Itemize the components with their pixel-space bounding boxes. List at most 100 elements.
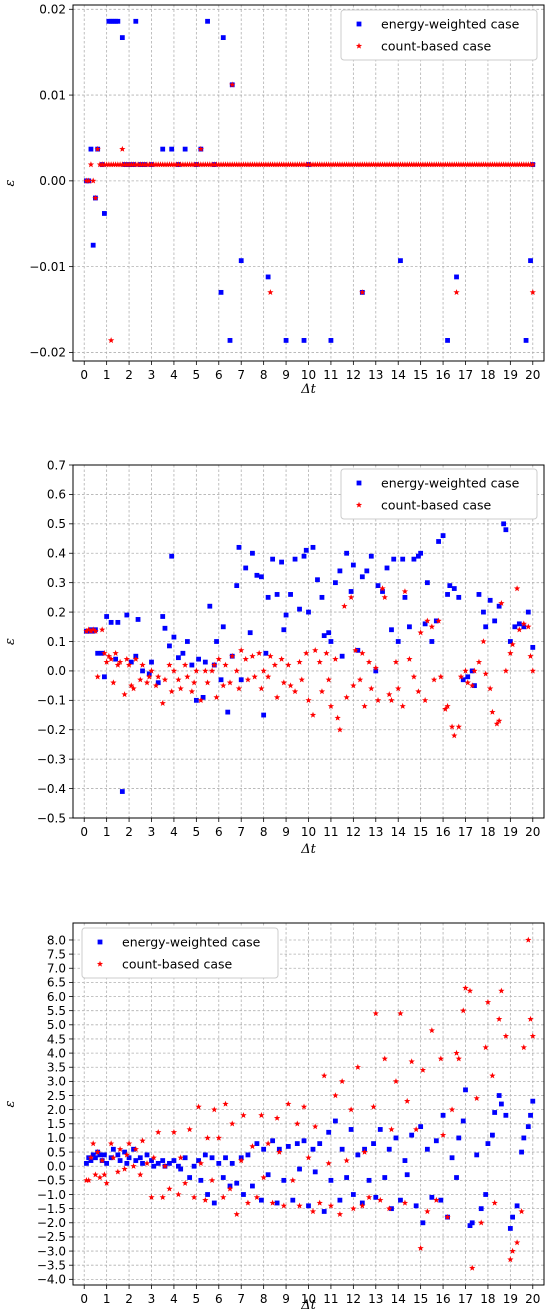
x-tick-label: 8	[260, 1292, 268, 1306]
count-based-point	[105, 652, 113, 659]
energy-weighted-point	[216, 1160, 222, 1166]
energy-weighted-point	[530, 1098, 536, 1104]
energy-weighted-point	[261, 712, 267, 718]
energy-weighted-point	[492, 618, 498, 624]
count-based-point	[157, 161, 164, 168]
count-based-point	[325, 1160, 332, 1167]
energy-weighted-point	[180, 650, 186, 656]
count-based-point	[193, 667, 200, 674]
energy-weighted-point	[418, 1124, 424, 1130]
count-based-point	[125, 661, 133, 668]
energy-weighted-point	[254, 572, 260, 578]
energy-weighted-point	[507, 1226, 513, 1231]
energy-weighted-point	[402, 1158, 408, 1163]
y-tick-label: 7.0	[47, 962, 66, 976]
count-based-point	[85, 177, 92, 184]
count-based-point	[137, 676, 144, 683]
count-based-point	[87, 1154, 95, 1161]
x-tick-label: 16	[435, 368, 450, 382]
count-based-point	[309, 1208, 317, 1215]
energy-weighted-point	[420, 1220, 426, 1226]
energy-weighted-point	[234, 1180, 240, 1186]
count-based-point	[90, 177, 97, 184]
count-based-point	[119, 161, 126, 168]
count-based-point	[244, 676, 252, 683]
y-tick-label: 0.5	[47, 1145, 66, 1159]
count-based-point	[282, 161, 290, 168]
energy-weighted-point	[115, 619, 121, 625]
energy-weighted-point	[160, 146, 166, 152]
energy-weighted-point	[501, 521, 507, 527]
count-based-point	[202, 667, 209, 674]
y-tick-label: −0.01	[29, 260, 66, 274]
x-tick-label: 13	[368, 368, 383, 382]
x-tick-label: 13	[368, 1292, 383, 1306]
energy-weighted-point	[207, 603, 213, 609]
count-based-point	[303, 649, 310, 656]
energy-weighted-point	[339, 653, 345, 659]
count-based-point	[103, 658, 110, 665]
count-based-point	[370, 1103, 377, 1110]
legend-star-marker	[355, 42, 363, 49]
plot-frame	[72, 4, 545, 362]
count-based-point	[417, 161, 424, 168]
count-based-point	[509, 1247, 516, 1254]
x-axis-label: Δt	[300, 382, 316, 397]
energy-weighted-point	[492, 1110, 498, 1115]
legend-label: energy-weighted case	[381, 476, 520, 491]
count-based-point	[99, 1157, 106, 1164]
legend-star-marker	[96, 960, 104, 967]
count-based-point	[267, 161, 274, 168]
energy-weighted-point	[115, 1152, 121, 1158]
legend-box	[81, 927, 279, 979]
count-based-point	[264, 673, 272, 680]
energy-weighted-point	[303, 547, 309, 553]
count-based-point	[350, 682, 357, 689]
energy-weighted-point	[510, 1214, 515, 1220]
energy-weighted-point	[137, 1155, 143, 1161]
y-tick-label: 0.2	[47, 605, 66, 619]
x-tick-label: 19	[503, 1292, 518, 1306]
count-based-point	[496, 161, 503, 168]
x-tick-label: 9	[282, 825, 290, 839]
legend-label: count-based case	[381, 498, 492, 513]
count-based-point	[359, 649, 366, 656]
energy-weighted-point	[182, 146, 188, 152]
x-tick-label: 5	[193, 368, 201, 382]
energy-weighted-point	[393, 1135, 399, 1141]
energy-weighted-point	[456, 1135, 462, 1141]
count-based-point	[417, 629, 424, 636]
energy-weighted-point	[469, 668, 475, 674]
x-tick-label: 11	[323, 368, 338, 382]
energy-weighted-point	[211, 1200, 217, 1206]
energy-weighted-point	[483, 1192, 489, 1197]
energy-weighted-point	[288, 592, 293, 597]
energy-weighted-point	[202, 1152, 208, 1158]
count-based-point	[392, 161, 400, 168]
x-tick-label: 14	[391, 825, 406, 839]
chart-panel-middle: 0 1 2 3 4 5 6 7 8 9 10 11 12 13 14 15 16 17 18 19 200.70.60.…	[3, 458, 545, 857]
energy-weighted-point	[128, 659, 134, 665]
energy-weighted-point	[227, 338, 233, 343]
count-based-point	[502, 1032, 510, 1039]
energy-weighted-point	[263, 650, 269, 656]
plot-frame	[72, 922, 545, 1286]
count-based-point	[312, 1123, 319, 1130]
y-tick-label: −2.5	[37, 1230, 66, 1244]
count-based-point	[226, 679, 234, 686]
count-based-point	[381, 1055, 388, 1062]
count-based-point	[435, 617, 442, 624]
count-based-point	[94, 1148, 101, 1155]
energy-weighted-point	[344, 550, 350, 556]
plot-frame	[72, 464, 545, 819]
x-tick-label: 12	[346, 1292, 361, 1306]
count-based-point	[379, 585, 386, 592]
count-based-point	[291, 161, 299, 168]
count-based-point	[85, 626, 92, 633]
count-based-point	[471, 667, 478, 674]
count-based-point	[182, 161, 189, 168]
count-based-point	[401, 588, 409, 595]
energy-weighted-point	[193, 697, 199, 703]
energy-weighted-point	[99, 650, 105, 656]
